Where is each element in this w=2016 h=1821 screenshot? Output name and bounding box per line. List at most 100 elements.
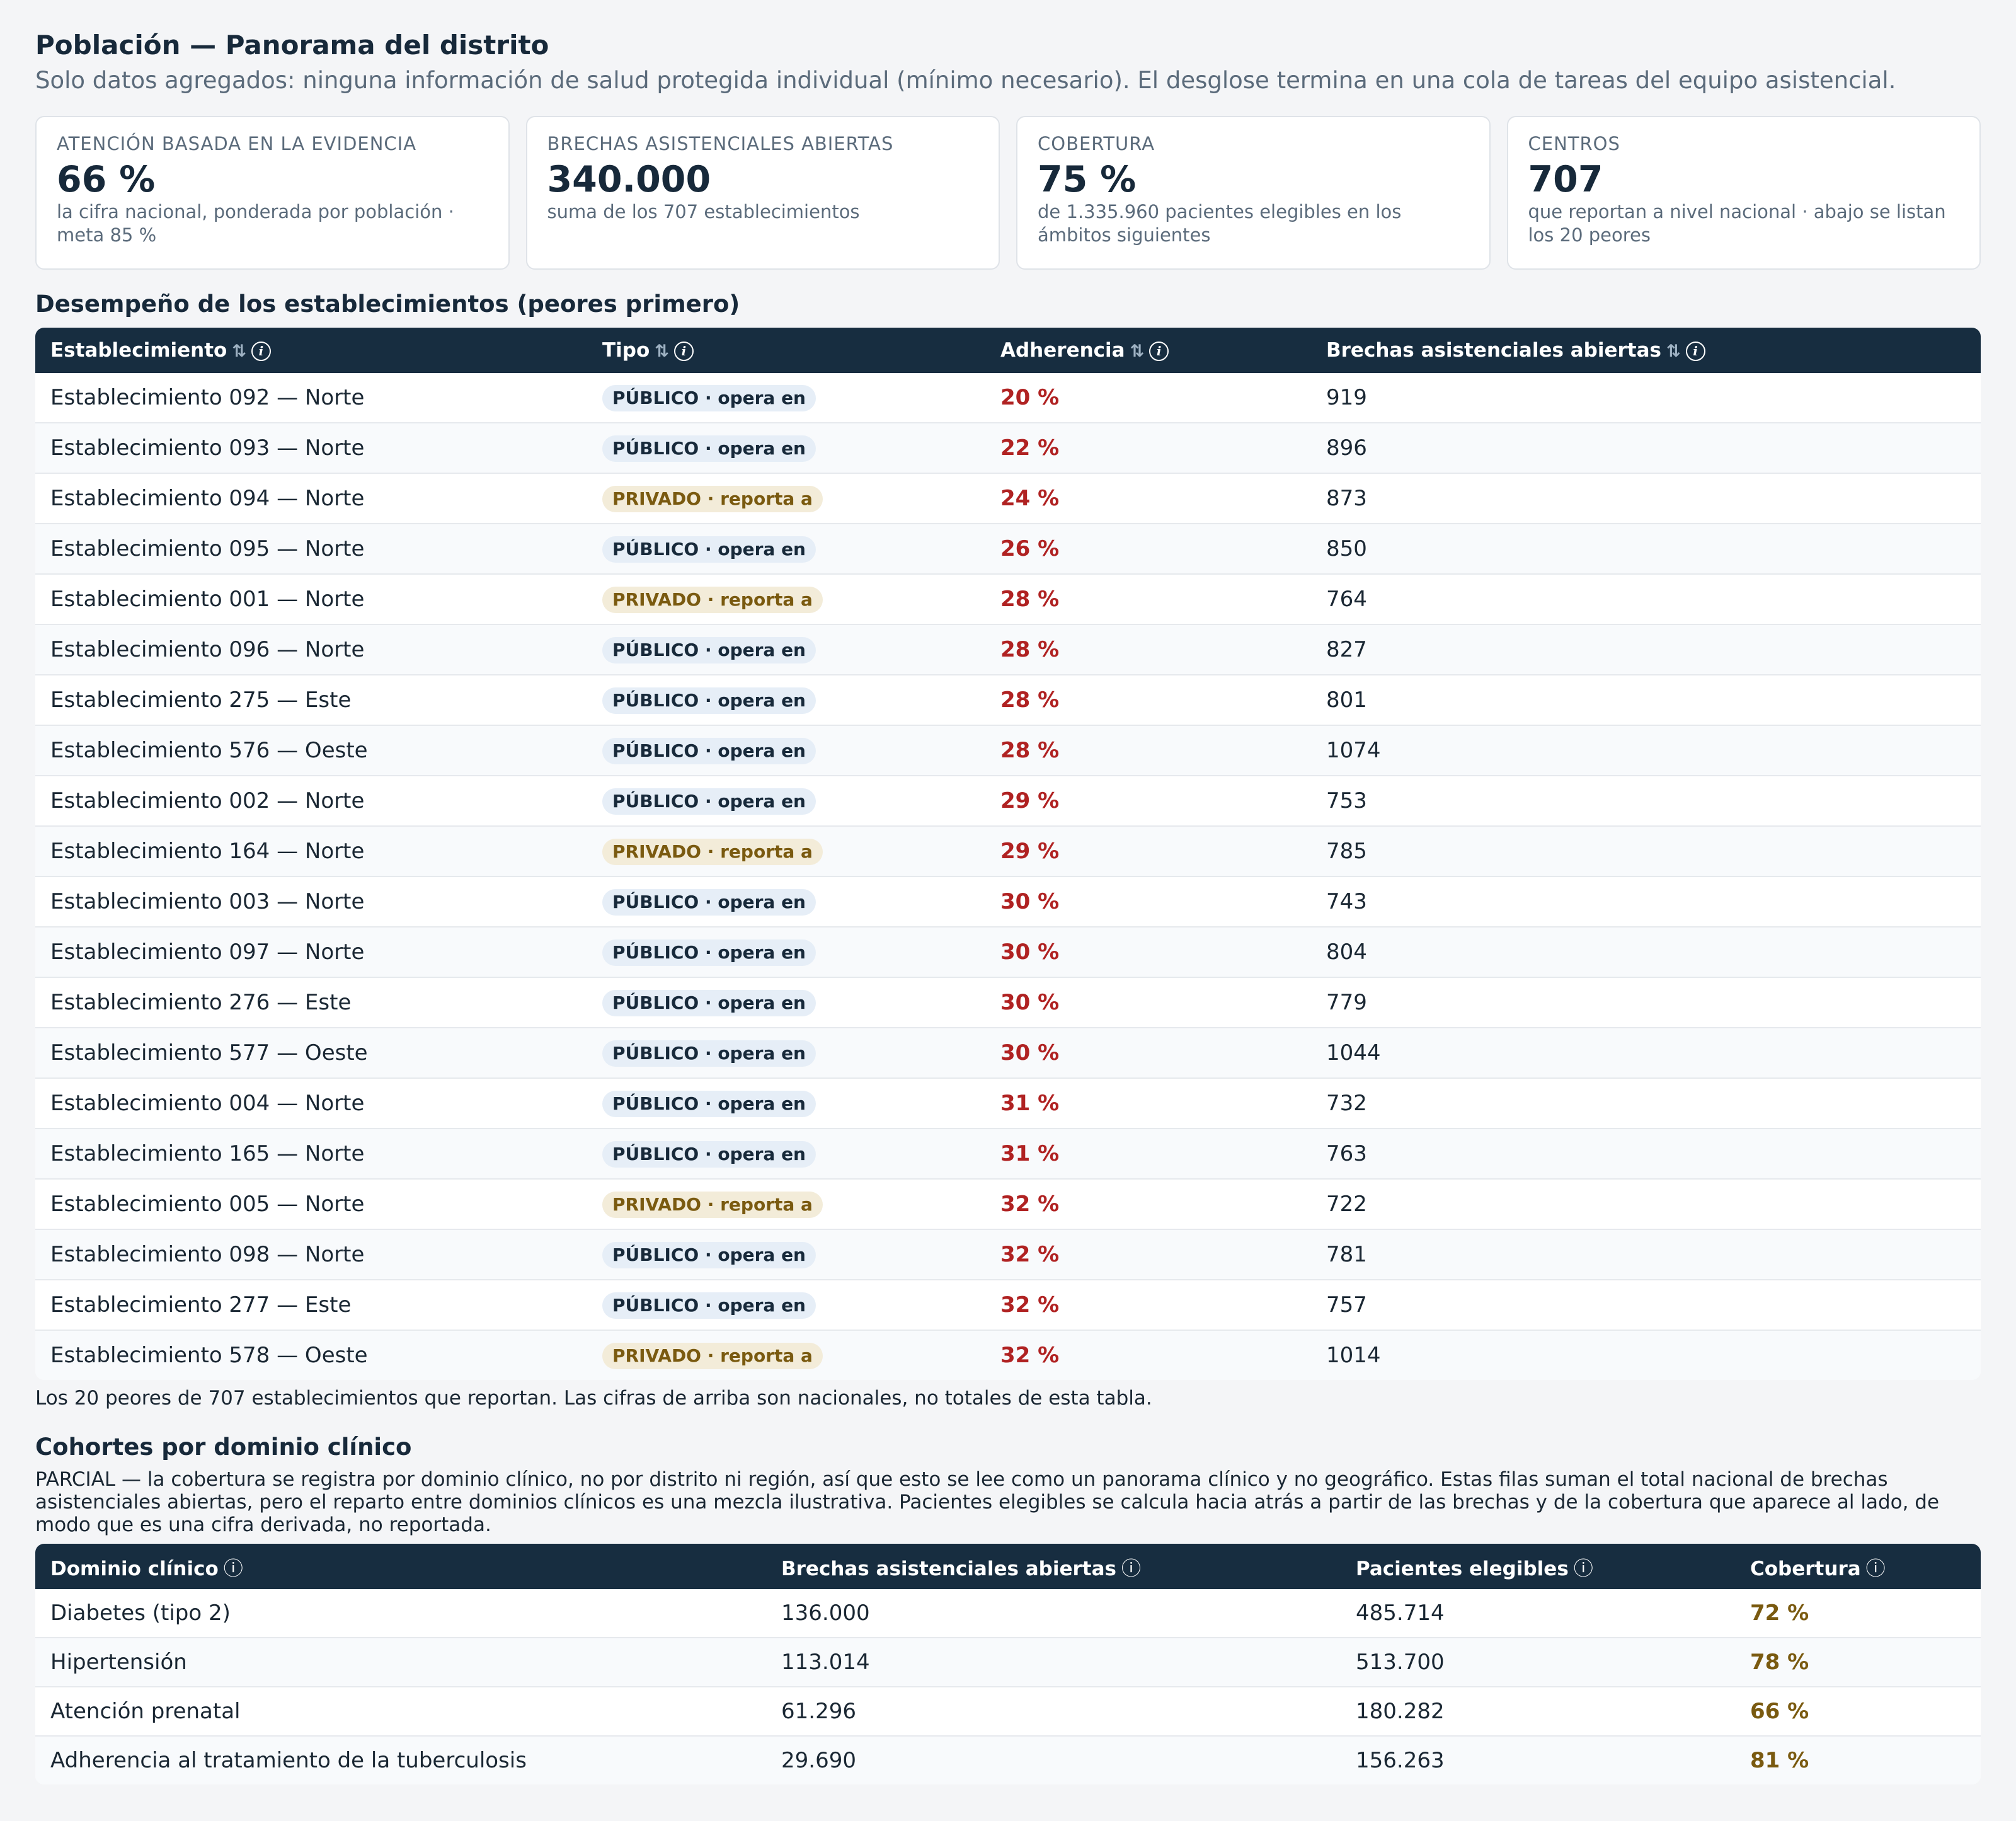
kpi-value: 75 % [1038,159,1137,200]
column-header-facility[interactable]: Establecimiento ⇅ i [35,328,587,373]
table-row[interactable]: Establecimiento 092 — Norte PÚBLICO · ope… [35,373,1981,422]
facility-type-cell: PÚBLICO · opera en [587,624,985,674]
adherence-value: 29 % [985,825,1311,876]
sort-icon[interactable]: ⇅ [1666,342,1681,361]
gaps-value: 873 [1311,473,1981,523]
info-icon[interactable]: ⓘ [1865,1557,1886,1580]
adherence-value: 29 % [985,775,1311,825]
gaps-value: 29.690 [766,1735,1341,1784]
adherence-value: 28 % [985,725,1311,775]
table-row[interactable]: Establecimiento 277 — Este PÚBLICO · oper… [35,1279,1981,1330]
kpi-card-coverage: COBERTURA 75 % de 1.335.960 pacientes el… [1016,116,1491,270]
table-row[interactable]: Establecimiento 002 — Norte PÚBLICO · ope… [35,775,1981,825]
kpi-note: la cifra nacional, ponderada por poblaci… [57,201,454,246]
table-row[interactable]: Establecimiento 003 — Norte PÚBLICO · ope… [35,876,1981,926]
table-row[interactable]: Establecimiento 275 — Este PÚBLICO · oper… [35,674,1981,725]
info-icon[interactable]: i [1685,342,1705,361]
facility-name: Establecimiento 002 — Norte [35,775,587,825]
facility-type-cell: PÚBLICO · opera en [587,422,985,473]
info-icon[interactable]: i [1149,342,1169,361]
cohorts-table: Dominio clínico ⓘ Brechas asistenciales a… [35,1544,1981,1784]
table-row[interactable]: Establecimiento 165 — Norte PÚBLICO · ope… [35,1128,1981,1178]
coverage-value: 66 % [1735,1686,1981,1735]
type-badge: PÚBLICO · opera en [602,1241,816,1268]
column-header-gaps[interactable]: Brechas asistenciales abiertas ⇅ i [1311,328,1981,373]
facilities-footnote: Los 20 peores de 707 establecimientos qu… [35,1387,1152,1410]
dashboard-page: Población — Panorama del distrito Solo d… [35,30,1981,1784]
table-row[interactable]: Establecimiento 001 — Norte PRIVADO · rep… [35,573,1981,624]
adherence-value: 22 % [985,422,1311,473]
gaps-value: 896 [1311,422,1981,473]
type-badge: PÚBLICO · opera en [602,1140,816,1168]
facility-type-cell: PÚBLICO · opera en [587,1077,985,1128]
facilities-section-title: Desempeño de los establecimientos (peore… [35,290,740,318]
type-badge: PÚBLICO · opera en [602,1090,816,1117]
kpi-card-evidence: ATENCIÓN BASADA EN LA EVIDENCIA 66 % la … [35,116,510,270]
info-icon[interactable]: i [673,342,694,361]
gaps-value: 1044 [1311,1027,1981,1077]
facility-name: Establecimiento 164 — Norte [35,825,587,876]
table-row[interactable]: Establecimiento 577 — Oeste PÚBLICO · ope… [35,1027,1981,1077]
domain-name: Atención prenatal [35,1686,766,1735]
adherence-value: 32 % [985,1229,1311,1279]
sort-icon[interactable]: ⇅ [1130,342,1145,361]
type-badge: PÚBLICO · opera en [602,687,816,714]
domain-name: Adherencia al tratamiento de la tubercul… [35,1735,766,1784]
table-row[interactable]: Establecimiento 093 — Norte PÚBLICO · ope… [35,422,1981,473]
type-badge: PÚBLICO · opera en [602,737,816,764]
column-label: Pacientes elegibles [1356,1557,1569,1580]
table-row[interactable]: Establecimiento 097 — Norte PÚBLICO · ope… [35,926,1981,977]
table-row[interactable]: Establecimiento 576 — Oeste PÚBLICO · ope… [35,725,1981,775]
type-badge: PRIVADO · reporta a [602,485,823,512]
gaps-value: 764 [1311,573,1981,624]
eligible-value: 180.282 [1341,1686,1735,1735]
column-header-adherence[interactable]: Adherencia ⇅ i [985,328,1311,373]
info-icon[interactable]: i [251,342,271,361]
column-header-type[interactable]: Tipo ⇅ i [587,328,985,373]
adherence-value: 31 % [985,1128,1311,1178]
table-row[interactable]: Establecimiento 095 — Norte PÚBLICO · ope… [35,523,1981,573]
type-badge: PÚBLICO · opera en [602,989,816,1016]
table-row[interactable]: Establecimiento 004 — Norte PÚBLICO · ope… [35,1077,1981,1128]
facility-type-cell: PÚBLICO · opera en [587,1279,985,1330]
facility-name: Establecimiento 275 — Este [35,674,587,725]
adherence-value: 28 % [985,573,1311,624]
type-badge: PÚBLICO · opera en [602,788,816,815]
type-badge: PRIVADO · reporta a [602,1342,823,1369]
page-title: Población — Panorama del distrito [35,30,549,60]
eligible-value: 485.714 [1356,1600,1445,1626]
table-row[interactable]: Establecimiento 094 — Norte PRIVADO · rep… [35,473,1981,523]
facilities-table-header: Establecimiento ⇅ i Tipo ⇅ i Adherencia ⇅ i Br… [35,328,1981,373]
info-icon[interactable]: ⓘ [1121,1557,1141,1580]
gaps-value: 753 [1311,775,1981,825]
table-row: Atención prenatal 61.296 180.282 66 % [35,1686,1981,1735]
kpi-label: ATENCIÓN BASADA EN LA EVIDENCIA [57,133,417,154]
facility-name: Establecimiento 577 — Oeste [35,1027,587,1077]
type-badge: PÚBLICO · opera en [602,435,816,462]
column-label: Brechas asistenciales abiertas [1326,339,1661,362]
facilities-table: Establecimiento ⇅ i Tipo ⇅ i Adherencia ⇅ i Br… [35,328,1981,1380]
adherence-value: 30 % [985,1027,1311,1077]
sort-icon[interactable]: ⇅ [655,342,669,361]
gaps-value: 804 [1311,926,1981,977]
gaps-value: 757 [1311,1279,1981,1330]
table-row[interactable]: Establecimiento 098 — Norte PÚBLICO · ope… [35,1229,1981,1279]
info-icon[interactable]: ⓘ [1573,1557,1593,1580]
sort-icon[interactable]: ⇅ [232,342,246,361]
facilities-table-body: Establecimiento 092 — Norte PÚBLICO · ope… [35,373,1981,1380]
table-row[interactable]: Establecimiento 005 — Norte PRIVADO · rep… [35,1178,1981,1229]
kpi-note: que reportan a nivel nacional · abajo se… [1528,201,1946,246]
coverage-value: 72 % [1750,1600,1809,1626]
coverage-value: 78 % [1735,1637,1981,1686]
kpi-value: 707 [1528,159,1603,200]
table-row[interactable]: Establecimiento 578 — Oeste PRIVADO · rep… [35,1330,1981,1380]
table-row: Diabetes (tipo 2) 136.000 485.714 72 % [35,1589,1981,1637]
facility-type-cell: PÚBLICO · opera en [587,775,985,825]
cohorts-section-title: Cohortes por dominio clínico [35,1433,412,1461]
table-row[interactable]: Establecimiento 096 — Norte PÚBLICO · ope… [35,624,1981,674]
gaps-value: 919 [1326,385,1367,410]
table-row[interactable]: Establecimiento 276 — Este PÚBLICO · oper… [35,977,1981,1027]
cohorts-table-body: Diabetes (tipo 2) 136.000 485.714 72 % Hiper… [35,1589,1981,1784]
info-icon[interactable]: ⓘ [223,1557,243,1580]
table-row[interactable]: Establecimiento 164 — Norte PRIVADO · rep… [35,825,1981,876]
